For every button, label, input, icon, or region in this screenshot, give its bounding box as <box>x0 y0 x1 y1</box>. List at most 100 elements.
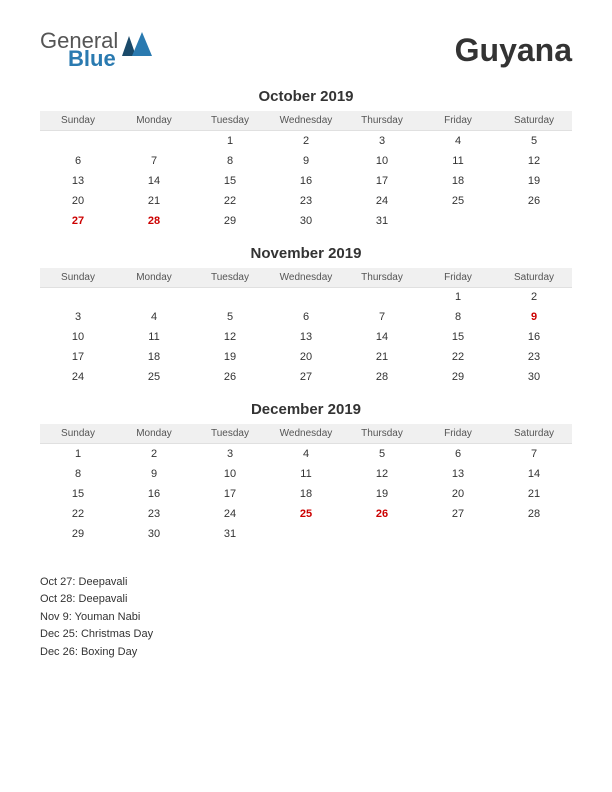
calendar-cell: 11 <box>116 327 192 347</box>
month-block: October 2019 SundayMondayTuesdayWednesday… <box>40 88 572 231</box>
calendar-table: SundayMondayTuesdayWednesdayThursdayFrid… <box>40 111 572 231</box>
calendar-cell: 8 <box>420 307 496 327</box>
calendar-cell: 2 <box>496 287 572 307</box>
month-title: October 2019 <box>40 88 572 105</box>
calendar-cell: 17 <box>192 484 268 504</box>
calendars-container: October 2019SundayMondayTuesdayWednesday… <box>40 88 572 544</box>
calendar-cell: 1 <box>420 287 496 307</box>
calendar-cell: 14 <box>496 464 572 484</box>
calendar-row: 13141516171819 <box>40 171 572 191</box>
calendar-cell: 10 <box>40 327 116 347</box>
logo-triangles-icon <box>122 32 156 62</box>
calendar-cell: 28 <box>344 367 420 387</box>
calendar-cell: 15 <box>420 327 496 347</box>
calendar-row: 293031 <box>40 524 572 544</box>
calendar-cell: 7 <box>344 307 420 327</box>
calendar-cell <box>40 287 116 307</box>
day-header: Thursday <box>344 111 420 131</box>
calendar-cell: 29 <box>420 367 496 387</box>
calendar-cell: 4 <box>268 444 344 464</box>
calendar-cell <box>496 211 572 231</box>
country-title: Guyana <box>455 32 572 69</box>
calendar-cell: 22 <box>40 504 116 524</box>
calendar-row: 2728293031 <box>40 211 572 231</box>
calendar-row: 12 <box>40 287 572 307</box>
calendar-cell: 27 <box>268 367 344 387</box>
calendar-cell: 25 <box>420 191 496 211</box>
calendar-cell: 2 <box>268 131 344 151</box>
calendar-cell: 1 <box>40 444 116 464</box>
day-header: Monday <box>116 111 192 131</box>
calendar-cell: 30 <box>496 367 572 387</box>
day-header: Monday <box>116 424 192 444</box>
month-title: December 2019 <box>40 401 572 418</box>
calendar-cell: 9 <box>116 464 192 484</box>
calendar-cell: 31 <box>192 524 268 544</box>
day-header: Friday <box>420 268 496 288</box>
calendar-cell: 23 <box>116 504 192 524</box>
calendar-cell: 19 <box>344 484 420 504</box>
calendar-cell: 31 <box>344 211 420 231</box>
holiday-line: Dec 25: Christmas Day <box>40 626 572 644</box>
calendar-table: SundayMondayTuesdayWednesdayThursdayFrid… <box>40 424 572 544</box>
calendar-cell: 27 <box>420 504 496 524</box>
calendar-cell: 16 <box>268 171 344 191</box>
calendar-cell: 21 <box>344 347 420 367</box>
calendar-row: 3456789 <box>40 307 572 327</box>
calendar-row: 6789101112 <box>40 151 572 171</box>
calendar-cell: 23 <box>496 347 572 367</box>
day-header: Thursday <box>344 424 420 444</box>
calendar-cell: 23 <box>268 191 344 211</box>
calendar-row: 10111213141516 <box>40 327 572 347</box>
calendar-cell: 22 <box>420 347 496 367</box>
day-header: Monday <box>116 268 192 288</box>
calendar-cell: 13 <box>40 171 116 191</box>
calendar-cell: 24 <box>192 504 268 524</box>
calendar-cell <box>344 524 420 544</box>
calendar-cell: 27 <box>40 211 116 231</box>
day-header: Wednesday <box>268 424 344 444</box>
calendar-row: 1234567 <box>40 444 572 464</box>
calendar-cell: 21 <box>496 484 572 504</box>
calendar-cell <box>268 524 344 544</box>
calendar-cell: 4 <box>116 307 192 327</box>
calendar-cell <box>420 524 496 544</box>
calendar-cell <box>496 524 572 544</box>
calendar-row: 891011121314 <box>40 464 572 484</box>
holiday-line: Oct 28: Deepavali <box>40 591 572 609</box>
calendar-cell: 6 <box>420 444 496 464</box>
calendar-cell: 4 <box>420 131 496 151</box>
calendar-cell: 16 <box>116 484 192 504</box>
calendar-cell: 24 <box>40 367 116 387</box>
calendar-cell: 26 <box>192 367 268 387</box>
day-header: Saturday <box>496 424 572 444</box>
calendar-cell <box>116 131 192 151</box>
calendar-cell: 12 <box>192 327 268 347</box>
calendar-cell: 18 <box>116 347 192 367</box>
calendar-row: 24252627282930 <box>40 367 572 387</box>
calendar-cell: 13 <box>420 464 496 484</box>
day-header: Sunday <box>40 268 116 288</box>
day-header: Friday <box>420 424 496 444</box>
month-block: November 2019SundayMondayTuesdayWednesda… <box>40 245 572 388</box>
calendar-cell: 30 <box>268 211 344 231</box>
calendar-cell: 25 <box>116 367 192 387</box>
calendar-cell <box>420 211 496 231</box>
calendar-cell: 19 <box>496 171 572 191</box>
holiday-line: Nov 9: Youman Nabi <box>40 609 572 627</box>
calendar-cell: 20 <box>420 484 496 504</box>
calendar-cell <box>192 287 268 307</box>
calendar-cell: 13 <box>268 327 344 347</box>
calendar-cell: 30 <box>116 524 192 544</box>
calendar-cell: 24 <box>344 191 420 211</box>
day-header: Tuesday <box>192 424 268 444</box>
holidays-list: Oct 27: DeepavaliOct 28: DeepavaliNov 9:… <box>40 574 572 662</box>
month-block: December 2019 SundayMondayTuesdayWednesda… <box>40 401 572 544</box>
calendar-cell: 12 <box>344 464 420 484</box>
calendar-cell: 20 <box>268 347 344 367</box>
calendar-cell: 22 <box>192 191 268 211</box>
calendar-cell: 25 <box>268 504 344 524</box>
holiday-line: Oct 27: Deepavali <box>40 574 572 592</box>
day-header: Wednesday <box>268 111 344 131</box>
calendar-cell: 11 <box>420 151 496 171</box>
